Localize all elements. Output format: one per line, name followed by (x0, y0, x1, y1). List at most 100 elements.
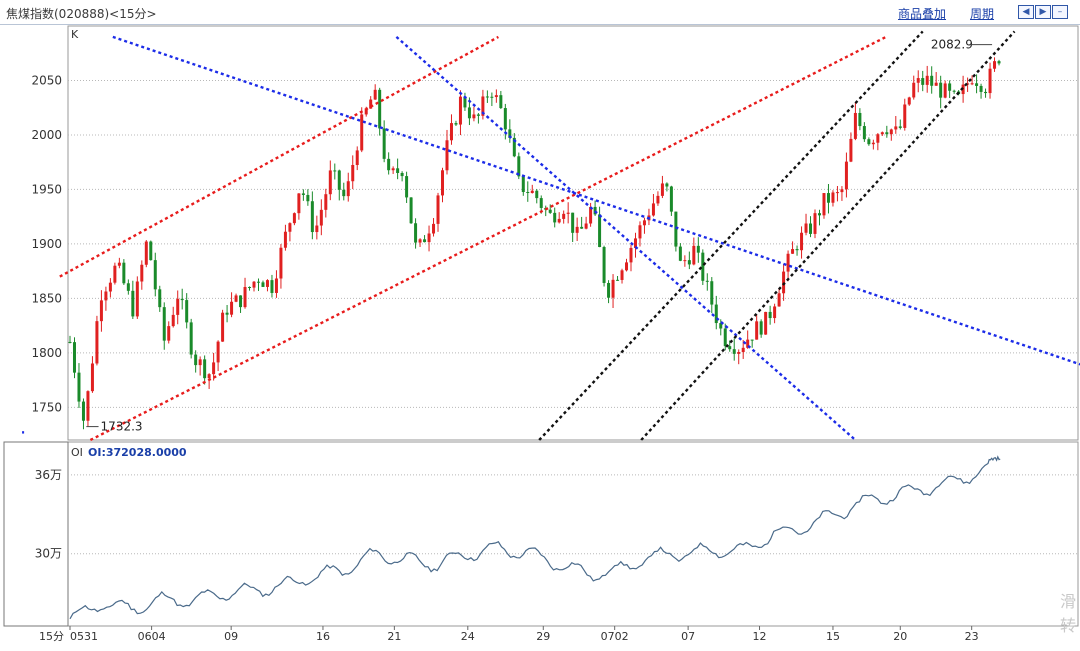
trendline-blue (395, 35, 857, 441)
candle (239, 295, 243, 313)
candle-body (553, 212, 557, 223)
candle (230, 292, 234, 318)
minimize-icon[interactable]: – (1052, 5, 1068, 19)
candle (575, 217, 579, 242)
candle-body (414, 223, 418, 243)
candle (970, 75, 974, 86)
candle (701, 249, 705, 286)
price-chart[interactable]: 2050 2000 1950 1900 1850 1800 1750 K 36万 30万 OI OI:… (0, 24, 1080, 651)
candle (387, 152, 391, 175)
candle (678, 243, 682, 262)
candles-group (68, 57, 1001, 430)
candle-body (562, 213, 566, 219)
candle (817, 209, 821, 226)
candle (476, 113, 480, 124)
candle-body (485, 96, 489, 98)
candle (108, 278, 112, 298)
candle-body (876, 134, 880, 143)
candle-body (472, 114, 476, 119)
candle-body (975, 83, 979, 86)
overlay-commodity-link[interactable]: 商品叠加 (898, 7, 947, 21)
candle-body (979, 85, 983, 92)
candle-body (616, 279, 620, 281)
candle (414, 218, 418, 249)
candle-body (651, 203, 655, 216)
candle (750, 339, 754, 348)
period-label: 15分 (39, 630, 64, 643)
candle (328, 160, 332, 201)
x-tick-label: 29 (536, 630, 550, 643)
candle-body (445, 140, 449, 171)
candle-body (885, 132, 889, 135)
candle-body (297, 193, 301, 214)
x-tick-label: 24 (461, 630, 475, 643)
candle-body (930, 75, 934, 86)
candle (813, 209, 817, 239)
candle-body (95, 321, 99, 364)
candle-body (369, 99, 373, 109)
candle (225, 304, 229, 323)
candle (593, 200, 597, 216)
scroll-right-icon[interactable]: ▶ (1035, 5, 1051, 19)
candle (117, 257, 121, 269)
candle (826, 184, 830, 214)
candle-body (378, 89, 382, 129)
candle (598, 206, 602, 248)
candle-body (948, 83, 952, 91)
candle-body (894, 126, 898, 130)
candle (997, 59, 1001, 66)
candle-body (548, 209, 552, 213)
candle-body (396, 168, 400, 173)
candle-body (68, 341, 72, 343)
candle (921, 70, 925, 92)
period-link[interactable]: 周期 (970, 7, 995, 21)
candle (557, 212, 561, 224)
candle (301, 189, 305, 201)
candle-body (265, 280, 269, 287)
candle (791, 241, 795, 254)
candle-body (696, 245, 700, 253)
candle-body (149, 241, 153, 261)
candle (351, 155, 355, 190)
candle-body (351, 164, 355, 182)
candle-body (795, 249, 799, 251)
candle-body (225, 312, 229, 315)
candle-body (185, 300, 189, 323)
scroll-left-icon[interactable]: ◀ (1018, 5, 1034, 19)
candle-body (777, 293, 781, 307)
candle-body (283, 231, 287, 248)
candle-body (270, 280, 274, 293)
candle-body (490, 96, 494, 98)
candle (472, 106, 476, 122)
candle-body (499, 95, 503, 109)
candle-body (571, 212, 575, 233)
price-tick-label: 1950 (31, 182, 62, 196)
candle-body (221, 312, 225, 342)
candle (732, 338, 736, 361)
candle (449, 114, 453, 145)
candle-body (292, 213, 296, 224)
candle-body (593, 206, 597, 215)
candle (458, 90, 462, 136)
candle-body (853, 112, 857, 139)
candle-body (943, 83, 947, 98)
candle (95, 315, 99, 366)
candle (858, 108, 862, 131)
candle-body (535, 190, 539, 199)
candle-body (705, 280, 709, 282)
candle (728, 340, 732, 352)
candle (553, 207, 557, 228)
candle (755, 314, 759, 340)
candle (265, 279, 269, 292)
candle-body (764, 311, 768, 335)
candle (660, 175, 664, 199)
candle-body (741, 347, 745, 353)
candle (566, 202, 570, 224)
candle (876, 133, 880, 151)
candle-body (122, 262, 126, 284)
candle-body (158, 289, 162, 308)
candle (844, 152, 848, 198)
candle (544, 205, 548, 217)
candle-body (72, 342, 76, 373)
candle-body (580, 226, 584, 229)
